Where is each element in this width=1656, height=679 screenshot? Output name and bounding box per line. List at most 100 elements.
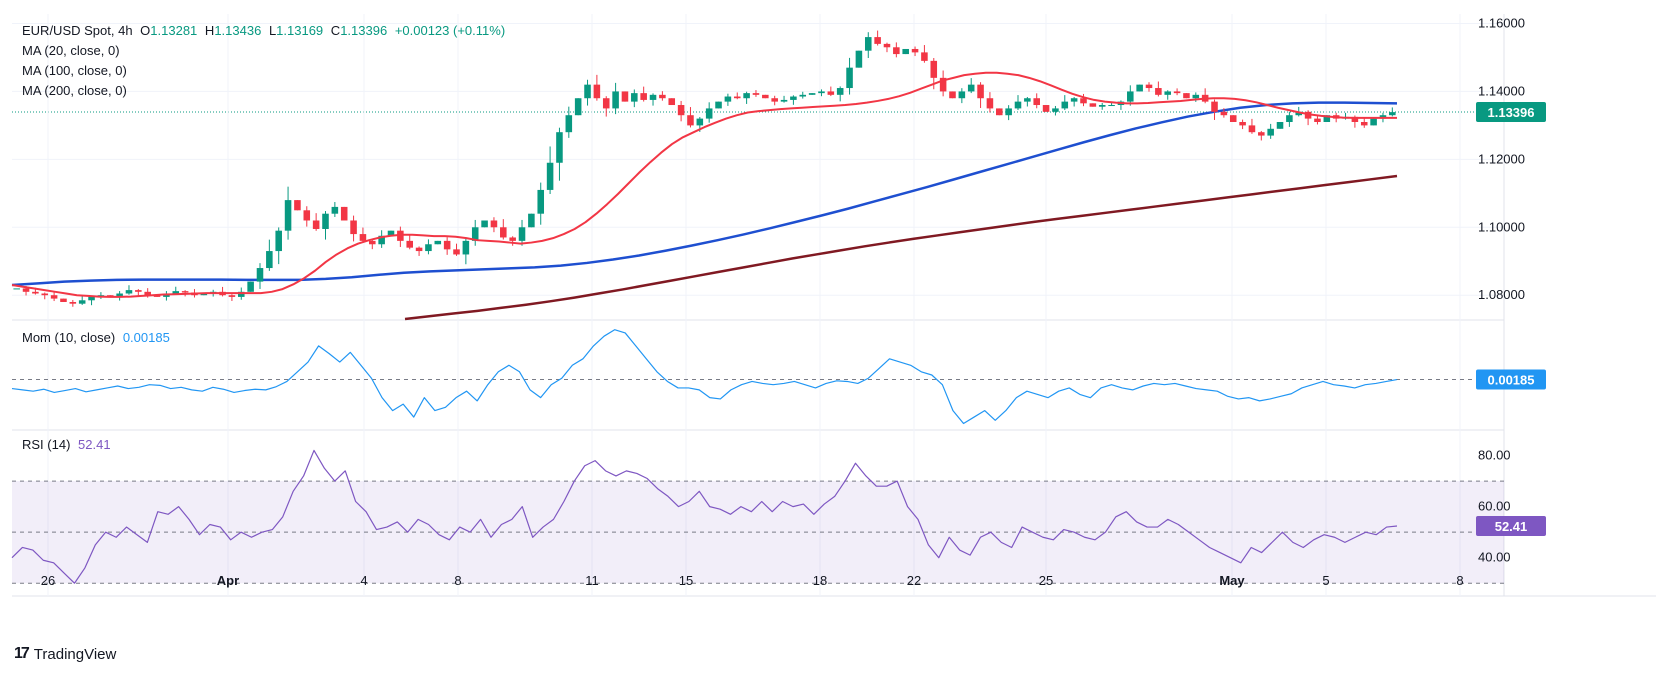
candle-body [1024,98,1031,102]
candle-body [453,249,460,255]
tradingview-logo[interactable]: 17 TradingView [14,645,116,663]
candle-body [584,84,591,99]
candle-body [41,293,49,296]
candle-body [331,206,339,214]
candle-body [266,251,273,269]
legend-ma200[interactable]: MA (200, close, 0) [22,83,127,98]
legend-high: 1.13436 [214,23,262,38]
candle-body [1033,98,1040,106]
candle-body [1323,115,1331,122]
candle-body [883,43,891,48]
candle-body [808,93,816,95]
rsi-badge-bg [1476,515,1546,536]
candle-body [406,240,413,248]
price-tick-label: 1.14000 [1478,83,1525,98]
candle-body [125,290,133,294]
candle-body [116,293,123,297]
momentum-path [11,329,1398,425]
legend-low-label: L [268,23,277,38]
candle-body [743,93,750,99]
candle-body [528,213,535,228]
candle-body [921,52,928,61]
candle-body [565,115,573,133]
rsi-badge: 52.41 [1495,519,1528,534]
candle-body [715,101,722,109]
candle-body [1052,108,1059,112]
candle-body [1379,115,1387,119]
time-axis-label: 8 [454,573,461,588]
candle-body [996,108,1003,116]
candle-body [1108,105,1115,107]
legend-low: 1.13169 [276,23,324,38]
candle-body [60,298,67,302]
candle-body [340,206,348,221]
candle-body [228,295,236,297]
tradingview-brand: TradingView [33,645,117,663]
candle-body [602,98,610,109]
candle-body [902,48,909,55]
momentum-badge-bg [1476,369,1546,390]
candle-body [471,227,479,241]
candle-body [181,291,189,293]
time-axis-label: May [1219,573,1245,588]
time-axis-label: 4 [360,573,367,588]
candle-body [387,230,395,236]
candle-body [762,94,769,99]
ma200-line [404,174,1398,321]
tradingview-logo-icon: 17 [14,645,30,662]
legend-rsi[interactable]: RSI (14) 52.41 [22,437,115,452]
candle-body [350,220,357,235]
candle-body [312,220,320,229]
momentum-badge: 0.00185 [1488,373,1535,388]
ma200-path [404,174,1398,321]
candle-body [172,291,180,294]
momentum-line [11,329,1398,425]
candle-body [490,220,498,228]
legend-ma20[interactable]: MA (20, close, 0) [22,43,120,58]
legend-ma100[interactable]: MA (100, close, 0) [22,63,127,78]
candle-body [153,295,161,297]
price-badge: 1.13396 [1488,105,1535,120]
candle-body [1192,94,1200,99]
candle-body [846,67,853,89]
candle-body [537,189,545,214]
time-axis-label: 11 [585,573,599,588]
candle-body [864,37,872,51]
candle-body [359,234,367,241]
candle-body [827,91,835,95]
rsi-label: RSI (14) [22,437,71,452]
candle-body [799,94,807,97]
candle-body [32,291,39,294]
candle-body [1014,101,1022,109]
legend-close: 1.13396 [340,23,388,38]
candle-body [1220,111,1228,116]
legend-close-label: C [330,23,341,38]
legend-symbol[interactable]: EUR/USD Spot, 4h [22,23,133,38]
candle-body [631,93,638,102]
candle-body [687,115,694,126]
candle-body [462,240,470,255]
candle-body [1164,91,1172,95]
candle-body [303,210,311,221]
momentum-value: 0.00185 [122,330,170,345]
time-axis-labels: 26 Apr 4 8 11 15 18 22 25 May 5 8 [41,573,1464,588]
time-axis-label: Apr [217,573,239,588]
time-axis-label: 22 [907,573,921,588]
candle-body [1248,125,1256,133]
ma20-line [11,71,1397,298]
candle-body [322,213,329,229]
legend-open-label: O [140,23,151,38]
legend-change: +0.00123 (+0.11%) [394,23,506,38]
candle-body [1267,128,1274,136]
gridlines [12,14,1504,596]
candle-body [294,200,301,211]
legend-momentum[interactable]: Mom (10, close) 0.00185 [22,330,174,345]
candle-body [593,84,601,99]
candle-body [659,94,666,99]
time-axis-label: 26 [41,573,55,588]
candle-body [1295,111,1303,116]
candle-body [546,162,554,190]
ma20-path [11,71,1397,298]
legend-ohlc: EUR/USD Spot, 4h O1.13281 H1.13436 L1.13… [22,23,509,38]
